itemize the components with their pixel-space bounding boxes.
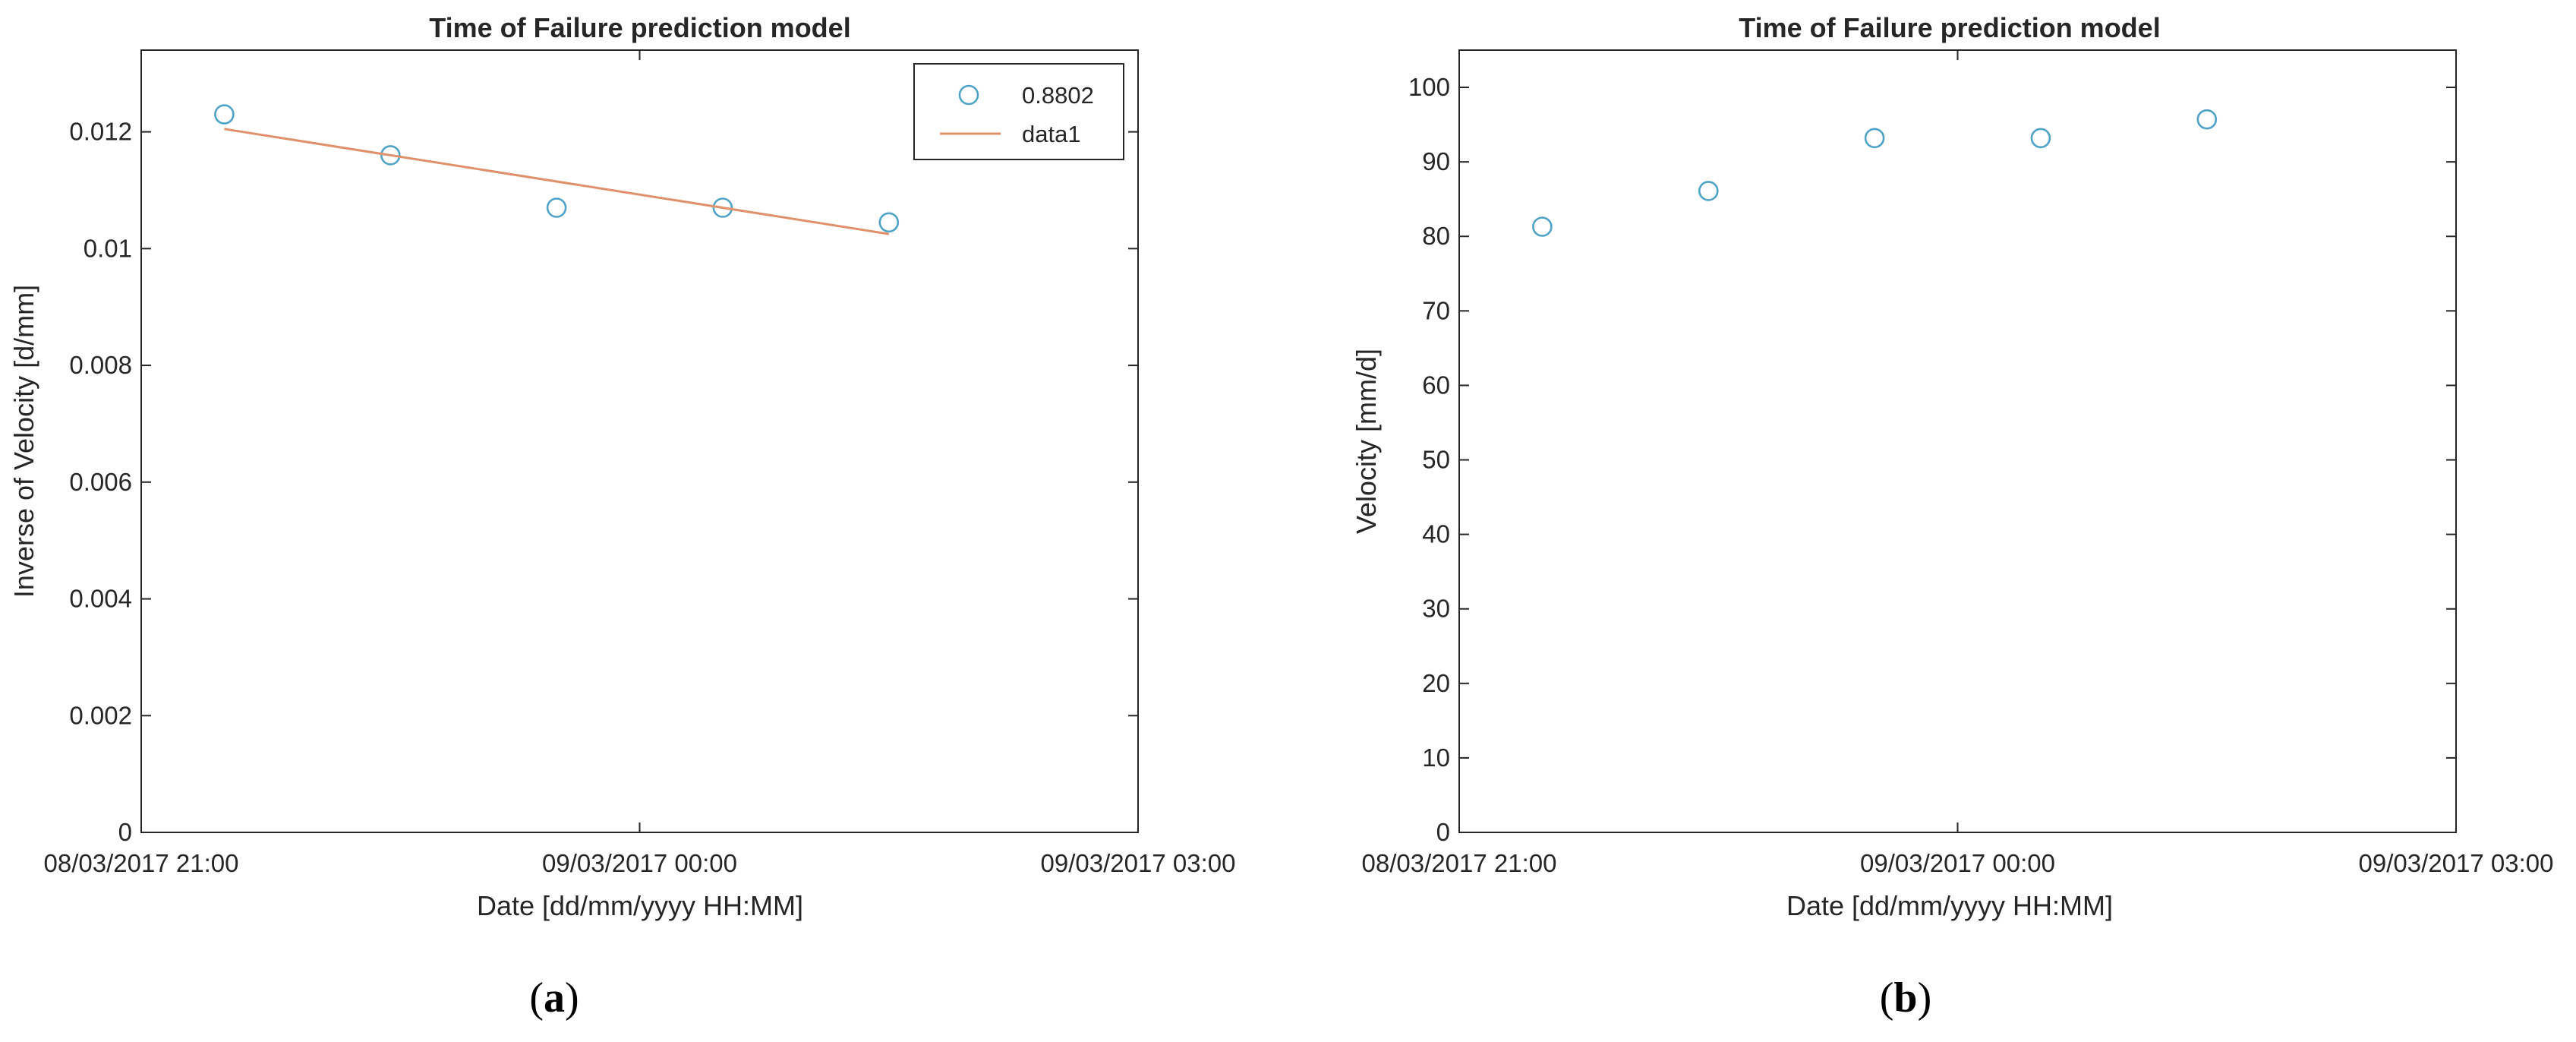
data-point <box>214 104 235 125</box>
y-axis-ticks: 0 10 20 30 40 50 60 70 80 90 100 <box>1408 73 2456 846</box>
x-tick-label: 08/03/2017 21:00 <box>44 849 239 877</box>
data-point <box>2030 128 2051 149</box>
panel-a: Time of Failure prediction model 00.0020… <box>8 12 1235 1021</box>
legend: 0.8802 data1 <box>913 63 1124 160</box>
chart-title: Time of Failure prediction model <box>1739 12 2160 43</box>
x-tick-label: 09/03/2017 03:00 <box>2359 849 2554 877</box>
panel-caption-letter: a <box>544 974 565 1021</box>
x-tick-label: 09/03/2017 00:00 <box>542 849 737 877</box>
y-tick-label: 10 <box>1422 744 1450 772</box>
y-tick-label: 20 <box>1422 669 1450 697</box>
y-tick-label: 0.006 <box>69 468 132 496</box>
y-tick-label: 0 <box>118 818 132 846</box>
y-axis-label: Velocity [mm/d] <box>1351 349 1382 534</box>
panel-caption-letter: b <box>1893 974 1917 1021</box>
panel-caption: (a) <box>529 974 579 1021</box>
y-tick-label: 0.002 <box>69 701 132 729</box>
legend-marker-circle <box>958 84 979 106</box>
data-point <box>712 197 733 218</box>
legend-entry-label: 0.8802 <box>1022 82 1094 109</box>
x-axis-label: Date [dd/mm/yyyy HH:MM] <box>477 890 803 921</box>
x-tick-label: 09/03/2017 00:00 <box>1860 849 2055 877</box>
y-tick-label: 0 <box>1436 818 1450 846</box>
data-point <box>1698 181 1719 201</box>
x-tick-label: 09/03/2017 03:00 <box>1041 849 1236 877</box>
y-axis-label: Inverse of Velocity [d/mm] <box>8 285 39 598</box>
y-tick-label: 30 <box>1422 595 1450 623</box>
y-tick-label: 0.004 <box>69 585 132 613</box>
series-group <box>1532 109 2218 237</box>
data-point <box>1864 128 1885 149</box>
data-point <box>546 197 567 218</box>
chart-title: Time of Failure prediction model <box>429 12 850 43</box>
plot-area-frame <box>140 49 1139 833</box>
x-tick-label: 08/03/2017 21:00 <box>1362 849 1557 877</box>
y-axis-ticks: 0 0.002 0.004 0.006 0.008 0.01 0.012 <box>69 118 1138 846</box>
y-tick-label: 70 <box>1422 296 1450 324</box>
plot-area-frame <box>1458 49 2457 833</box>
fit-line <box>224 128 890 235</box>
y-tick-label: 100 <box>1408 73 1450 101</box>
y-tick-label: 0.01 <box>84 234 132 262</box>
data-point <box>878 212 900 233</box>
y-tick-label: 50 <box>1422 446 1450 474</box>
data-point <box>2196 109 2218 130</box>
y-tick-label: 0.012 <box>69 118 132 146</box>
y-tick-label: 0.008 <box>69 351 132 379</box>
series-group <box>214 104 900 235</box>
legend-box <box>913 63 1124 160</box>
panel-caption: (b) <box>1880 974 1931 1021</box>
x-axis-label: Date [dd/mm/yyyy HH:MM] <box>1786 890 2113 921</box>
legend-entry-label: data1 <box>1022 121 1081 147</box>
panel-b: Time of Failure prediction model 0 10 20 30… <box>1351 12 2553 1021</box>
y-tick-label: 90 <box>1422 147 1450 175</box>
y-tick-label: 80 <box>1422 222 1450 250</box>
x-axis-ticks: 08/03/2017 21:00 09/03/2017 00:00 09/03/20… <box>1362 50 2554 877</box>
y-tick-label: 40 <box>1422 520 1450 548</box>
y-tick-label: 60 <box>1422 371 1450 399</box>
data-point <box>1532 216 1553 237</box>
x-axis-ticks: 08/03/2017 21:00 09/03/2017 00:00 09/03/20… <box>44 50 1236 877</box>
data-point <box>380 145 401 166</box>
